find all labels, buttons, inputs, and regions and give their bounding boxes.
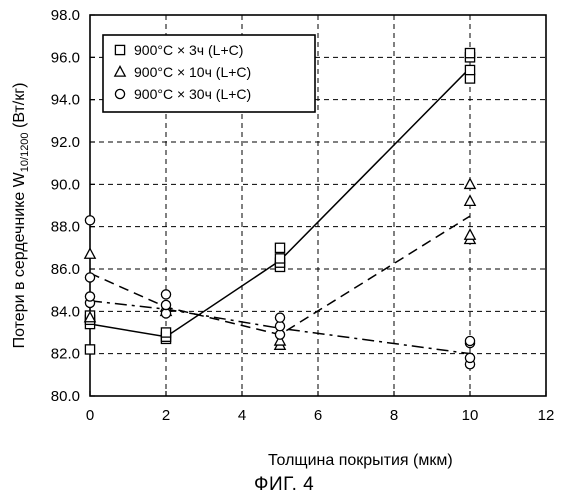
data-point-circle	[465, 353, 474, 362]
chart: 0 2 4 6 8 10 12 80.0 82.0 84.0 86.0 88.0 90.0 92.0 94.…	[0, 0, 564, 450]
legend-marker-circle	[115, 89, 124, 98]
data-point-triangle	[465, 179, 475, 189]
data-point-circle	[275, 313, 284, 322]
y-tick-label: 96.0	[51, 49, 80, 66]
data-point-square	[465, 49, 474, 58]
y-tick-label: 90.0	[51, 176, 80, 193]
x-tick-label: 6	[314, 407, 322, 424]
data-point-circle	[465, 336, 474, 345]
y-tick-label: 80.0	[51, 388, 80, 405]
y-tick-label: 86.0	[51, 261, 80, 278]
y-axis-title-unit: (Вт/кг)	[11, 83, 28, 133]
y-tick-label: 94.0	[51, 92, 80, 109]
x-tick-label: 8	[390, 407, 398, 424]
data-point-square	[465, 65, 474, 74]
legend: 900°C × 3ч (L+C) 900°C × 10ч (L+C) 900°C ×…	[103, 35, 315, 112]
legend-marker-square	[115, 45, 124, 54]
legend-label: 900°C × 30ч (L+C)	[134, 86, 251, 102]
data-point-circle	[85, 292, 94, 301]
y-axis-title-subscript: 10/1200	[19, 132, 31, 172]
y-tick-label: 88.0	[51, 219, 80, 236]
data-point-circle	[161, 300, 170, 309]
x-tick-label: 4	[238, 407, 246, 424]
y-axis-title: Потери в сердечнике W10/1200 (Вт/кг)	[11, 83, 31, 349]
y-tick-label: 82.0	[51, 346, 80, 363]
y-tick-label: 84.0	[51, 303, 80, 320]
data-point-square	[275, 254, 284, 263]
data-point-circle	[161, 290, 170, 299]
legend-label: 900°C × 3ч (L+C)	[134, 42, 243, 58]
y-tick-label: 92.0	[51, 134, 80, 151]
legend-label: 900°C × 10ч (L+C)	[134, 64, 251, 80]
figure-caption: ФИГ. 4	[254, 474, 314, 496]
x-axis-title: Толщина покрытия (мкм)	[268, 452, 453, 470]
y-tick-label: 98.0	[51, 7, 80, 24]
x-tick-label: 0	[86, 407, 94, 424]
data-point-circle	[85, 273, 94, 282]
data-point-square	[85, 345, 94, 354]
x-tick-label: 10	[462, 407, 479, 424]
data-point-triangle	[465, 196, 475, 206]
x-tick-label: 12	[538, 407, 555, 424]
data-point-square	[161, 328, 170, 337]
x-tick-label: 2	[162, 407, 170, 424]
data-point-circle	[85, 216, 94, 225]
data-point-square	[275, 243, 284, 252]
data-point-triangle	[465, 230, 475, 240]
data-point-triangle	[85, 249, 95, 259]
y-axis-title-main: Потери в сердечнике W	[11, 171, 28, 348]
